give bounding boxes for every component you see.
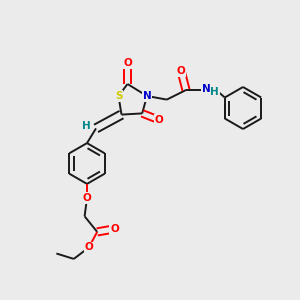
Text: O: O <box>84 242 93 253</box>
Text: N: N <box>202 83 211 94</box>
Text: O: O <box>110 224 119 234</box>
Text: O: O <box>177 66 186 76</box>
Text: O: O <box>82 193 91 203</box>
Text: N: N <box>142 91 152 101</box>
Text: S: S <box>115 91 122 101</box>
Text: H: H <box>210 86 219 97</box>
Text: O: O <box>154 115 164 125</box>
Text: H: H <box>82 121 91 131</box>
Text: O: O <box>123 58 132 68</box>
